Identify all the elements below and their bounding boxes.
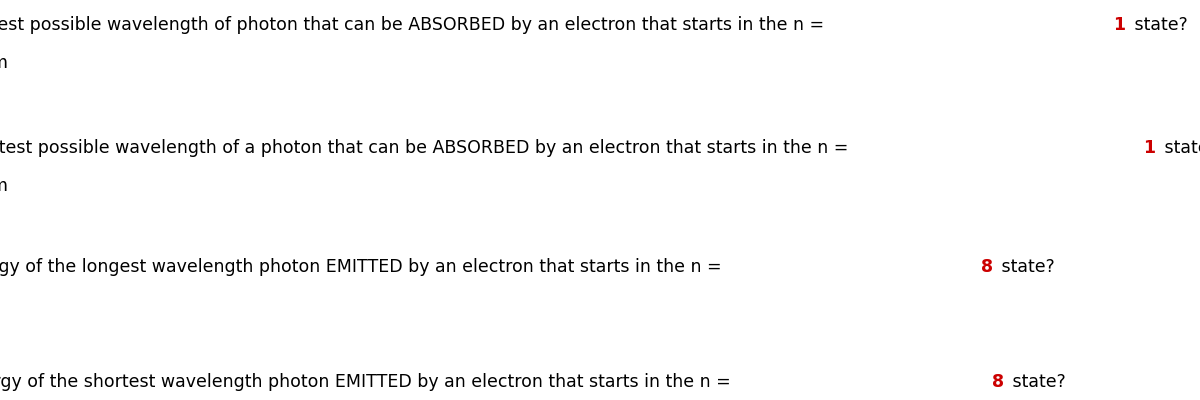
Text: nm: nm xyxy=(0,177,8,195)
Text: nm: nm xyxy=(0,54,8,72)
Text: state?: state? xyxy=(996,258,1055,276)
Text: 8: 8 xyxy=(991,373,1004,391)
Text: state?: state? xyxy=(1159,139,1200,157)
Text: state?: state? xyxy=(1008,373,1066,391)
Text: What is the energy of the longest wavelength photon EMITTED by an electron that : What is the energy of the longest wavele… xyxy=(0,258,727,276)
Text: 1: 1 xyxy=(1112,16,1126,34)
Text: 8: 8 xyxy=(980,258,992,276)
Text: 1: 1 xyxy=(1144,139,1156,157)
Text: What is the shortest possible wavelength of a photon that can be ABSORBED by an : What is the shortest possible wavelength… xyxy=(0,139,854,157)
Text: What is the longest possible wavelength of photon that can be ABSORBED by an ele: What is the longest possible wavelength … xyxy=(0,16,830,34)
Text: What is the energy of the shortest wavelength photon EMITTED by an electron that: What is the energy of the shortest wavel… xyxy=(0,373,737,391)
Text: state?: state? xyxy=(1128,16,1187,34)
